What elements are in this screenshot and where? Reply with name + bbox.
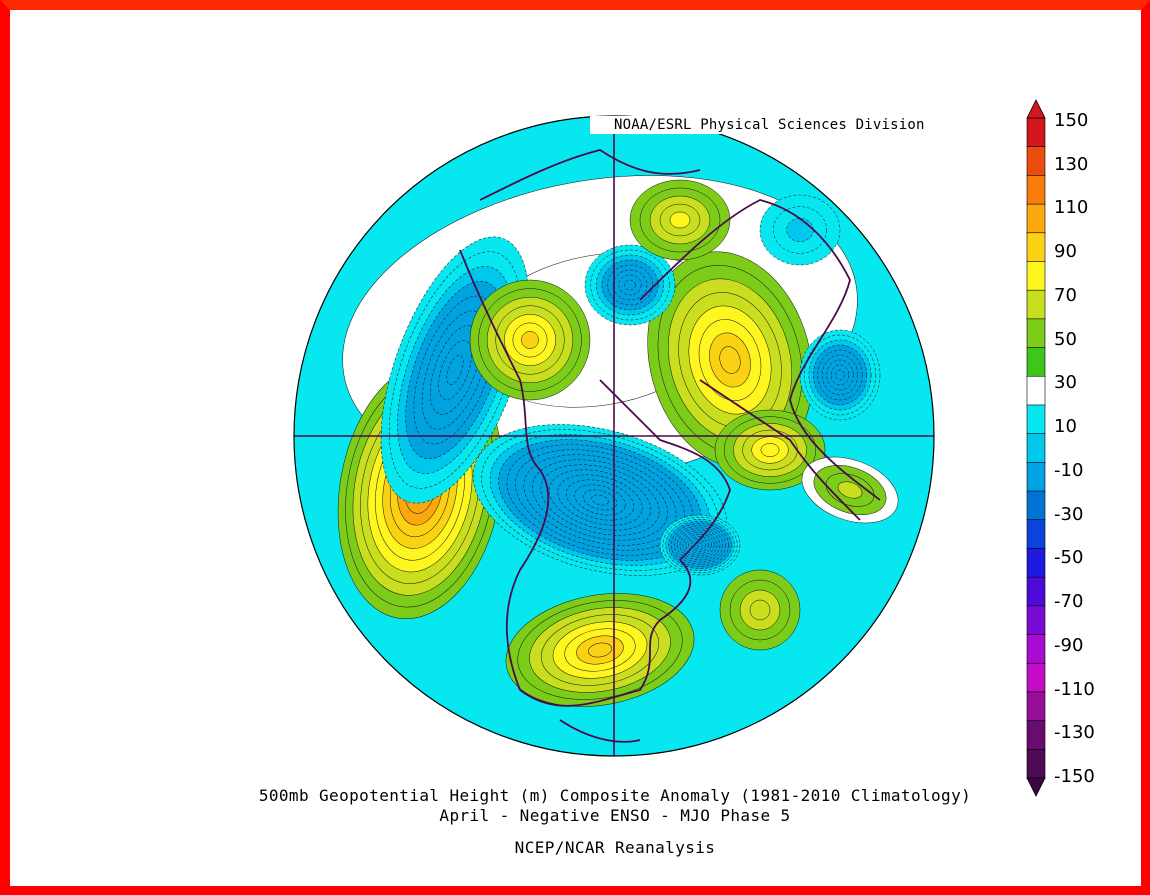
- colorbar-swatch: [1026, 490, 1046, 521]
- contour-level: [760, 443, 780, 457]
- kamchatka-ridge: [629, 179, 731, 261]
- colorbar-label: -90: [1054, 634, 1084, 656]
- colorbar-swatch: [1026, 691, 1046, 722]
- colorbar-swatch: [1026, 662, 1046, 693]
- colorbar-swatch: [1026, 375, 1046, 406]
- colorbar-swatch: [1026, 605, 1046, 636]
- colorbar-swatch: [1026, 462, 1046, 492]
- colorbar-swatch: [1026, 175, 1046, 205]
- colorbar-swatch: [1026, 318, 1046, 349]
- greenland-ridge: [469, 279, 591, 401]
- canada-trough: [472, 424, 728, 576]
- coastline-gulf: [519, 559, 692, 707]
- colorbar-label: -50: [1054, 547, 1084, 569]
- anomaly-region: [801, 456, 899, 524]
- anomaly-region: [659, 514, 741, 576]
- contour-level: [591, 494, 609, 506]
- anomaly-region: [759, 194, 841, 266]
- colorbar-label: 50: [1054, 328, 1077, 350]
- coastline-europe: [699, 379, 861, 521]
- colorbar-label: 110: [1054, 197, 1089, 219]
- colorbar-label: 70: [1054, 284, 1077, 306]
- colorbar-swatch: [1026, 203, 1046, 234]
- colorbar-swatch: [1026, 146, 1046, 177]
- contour-level: [587, 642, 613, 658]
- colorbar-label: 10: [1054, 416, 1077, 438]
- contour-level: [749, 599, 771, 621]
- coastline-caribbean: [559, 719, 641, 743]
- colorbar-swatch: [1026, 634, 1046, 665]
- contour-level: [446, 354, 464, 386]
- colorbar-swatch: [1026, 749, 1046, 779]
- colorbar-label: -110: [1054, 678, 1095, 700]
- anomaly-region: [584, 244, 676, 326]
- anomaly-region: [719, 569, 801, 651]
- colorbar-swatch: [1026, 289, 1046, 320]
- contour-level: [624, 279, 636, 291]
- colorbar-label: -70: [1054, 591, 1084, 613]
- contour-level: [837, 481, 863, 499]
- colorbar-label: -150: [1054, 766, 1095, 787]
- colorbar-swatch: [1026, 347, 1046, 378]
- colorbar-label: 150: [1054, 110, 1089, 131]
- colorbar-min-arrow: [1026, 777, 1046, 797]
- siberia-low: [799, 329, 881, 421]
- colorbar-swatch: [1026, 576, 1046, 607]
- colorbar-swatch: [1026, 404, 1046, 435]
- coastlines: [459, 149, 881, 743]
- colorbar-label: 30: [1054, 372, 1077, 394]
- anomaly-region: [714, 409, 826, 491]
- contour-level: [521, 331, 539, 349]
- title-line-1: 500mb Geopotential Height (m) Composite …: [258, 786, 972, 805]
- colorbar-swatch: [1026, 519, 1046, 550]
- colorbar-swatch: [1026, 261, 1046, 291]
- colorbar: [1026, 99, 1046, 797]
- colorbar-swatch: [1026, 117, 1046, 148]
- contour-level: [786, 218, 814, 242]
- contour-level: [696, 542, 704, 548]
- colorbar-label: -10: [1054, 459, 1084, 481]
- contour-level: [719, 346, 741, 374]
- title-line-2: April - Negative ENSO - MJO Phase 5: [439, 806, 791, 825]
- colorbar-swatch: [1026, 433, 1046, 464]
- contour-level: [669, 211, 691, 229]
- coastline-west: [459, 249, 550, 691]
- credit-label: NOAA/ESRL Physical Sciences Division: [590, 116, 931, 134]
- coastline-eurasia: [639, 199, 881, 501]
- contour-level: [835, 369, 845, 381]
- colorbar-label: -30: [1054, 503, 1084, 525]
- colorbar-swatch: [1026, 232, 1046, 263]
- colorbar-label: -130: [1054, 722, 1095, 744]
- source-label: NCEP/NCAR Reanalysis: [514, 838, 716, 857]
- anomaly-field: [294, 116, 934, 756]
- coastline-arctic: [479, 149, 701, 201]
- colorbar-max-arrow: [1026, 99, 1046, 119]
- colorbar-swatch: [1026, 548, 1046, 578]
- colorbar-swatch: [1026, 720, 1046, 751]
- coastline-east: [599, 379, 731, 561]
- colorbar-label: 130: [1054, 153, 1089, 175]
- colorbar-label: 90: [1054, 241, 1077, 263]
